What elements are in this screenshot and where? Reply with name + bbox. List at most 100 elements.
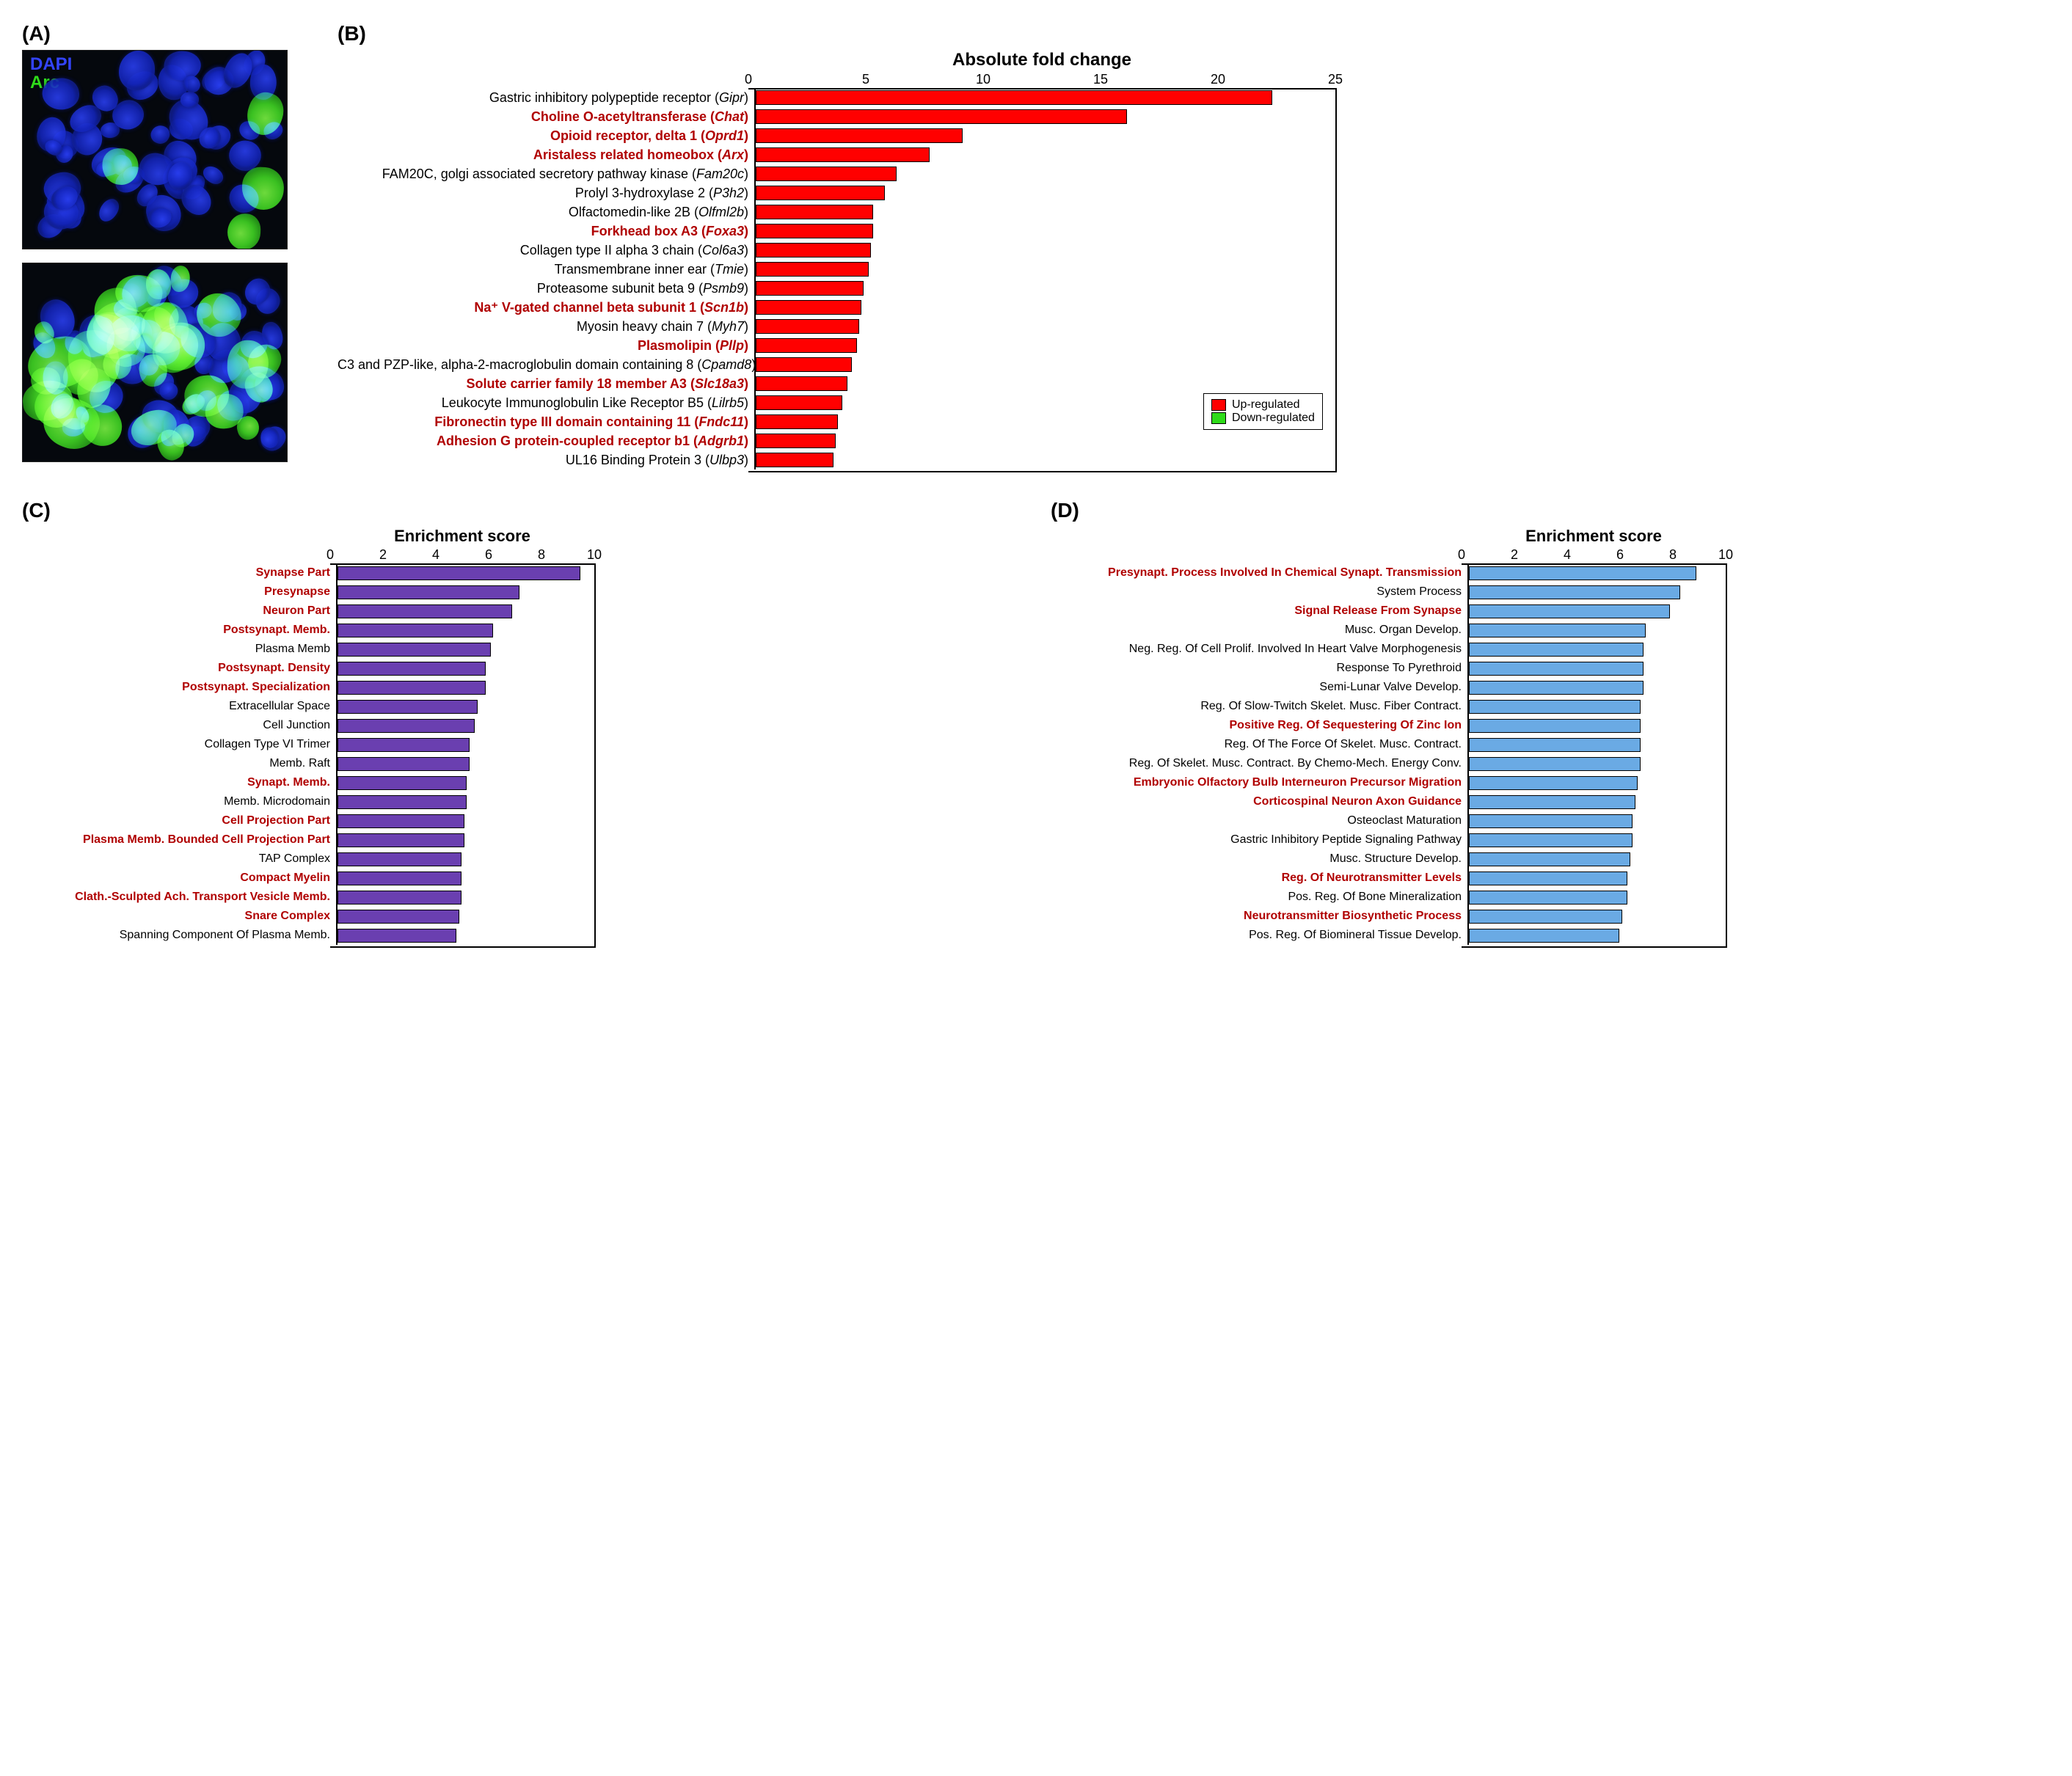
bar-label: Neg. Reg. Of Cell Prolif. Involved In He… [1051, 643, 1467, 656]
chart-row: Embryonic Olfactory Bulb Interneuron Pre… [1051, 773, 2050, 792]
panel-b: (B) Absolute fold change0510152025Gastri… [338, 22, 2050, 469]
bar-label: Opioid receptor, delta 1 (Oprd1) [338, 129, 754, 143]
micrograph-stack: DAPI Arc [22, 50, 308, 462]
bar [338, 891, 462, 905]
bar-label: Cell Junction [22, 720, 336, 732]
bar [1469, 585, 1680, 599]
chart-row: Proteasome subunit beta 9 (Psmb9) [338, 279, 2050, 298]
chart-row: Semi-Lunar Valve Develop. [1051, 678, 2050, 697]
bar-label: Snare Complex [22, 910, 336, 923]
chart-row: Synapse Part [22, 563, 1021, 582]
bar-label: Spanning Component Of Plasma Memb. [22, 929, 336, 942]
bar [338, 814, 464, 828]
chart-row: Corticospinal Neuron Axon Guidance [1051, 792, 2050, 811]
chart-d: Enrichment score0246810Presynapt. Proces… [1051, 527, 2050, 945]
chart-row: Reg. Of The Force Of Skelet. Musc. Contr… [1051, 735, 2050, 754]
bar-label: Neurotransmitter Biosynthetic Process [1051, 910, 1467, 923]
chart-title: Absolute fold change [748, 50, 1335, 70]
bar-label: Leukocyte Immunoglobulin Like Receptor B… [338, 396, 754, 410]
axis-tick-label: 2 [1511, 547, 1518, 563]
bar [338, 719, 475, 733]
bar [338, 852, 462, 866]
chart-row: Musc. Structure Develop. [1051, 849, 2050, 869]
bar-label: Musc. Organ Develop. [1051, 624, 1467, 637]
chart-row: Myosin heavy chain 7 (Myh7) [338, 317, 2050, 336]
bar [1469, 833, 1633, 847]
micrograph-bottom [22, 263, 288, 462]
chart-row: C3 and PZP-like, alpha-2-macroglobulin d… [338, 355, 2050, 374]
bar [756, 167, 897, 181]
chart-title: Enrichment score [1462, 527, 1726, 546]
bar-label: Clath.-Sculpted Ach. Transport Vesicle M… [22, 891, 336, 904]
axis-tick-label: 5 [862, 72, 869, 87]
bar [1469, 757, 1641, 771]
axis-tick-label: 0 [1458, 547, 1465, 563]
bar [1469, 719, 1641, 733]
bar [1469, 871, 1627, 885]
bar [1469, 776, 1638, 790]
bar [338, 929, 456, 943]
bar-label: Corticospinal Neuron Axon Guidance [1051, 796, 1467, 808]
bar [756, 186, 885, 200]
bar-label: Signal Release From Synapse [1051, 605, 1467, 618]
bar-label: Na⁺ V-gated channel beta subunit 1 (Scn1… [338, 301, 754, 315]
bar-label: Semi-Lunar Valve Develop. [1051, 681, 1467, 694]
legend-item: Down-regulated [1211, 412, 1315, 425]
chart-row: Prolyl 3-hydroxylase 2 (P3h2) [338, 183, 2050, 202]
bar-label: Olfactomedin-like 2B (Olfml2b) [338, 205, 754, 219]
bar-label: Reg. Of Slow-Twitch Skelet. Musc. Fiber … [1051, 701, 1467, 713]
bar [756, 147, 930, 162]
bar-label: Response To Pyrethroid [1051, 662, 1467, 675]
micrograph-top: DAPI Arc [22, 50, 288, 249]
bar [1469, 624, 1646, 637]
bar-label: Presynapt. Process Involved In Chemical … [1051, 567, 1467, 580]
chart-row: Synapt. Memb. [22, 773, 1021, 792]
panel-c: (C) Enrichment score0246810Synapse PartP… [22, 499, 1021, 945]
legend-swatch [1211, 412, 1226, 424]
bar-label: Postsynapt. Density [22, 662, 336, 675]
chart-row: Reg. Of Skelet. Musc. Contract. By Chemo… [1051, 754, 2050, 773]
bar-label: Plasmolipin (Pllp) [338, 339, 754, 353]
chart-row: Solute carrier family 18 member A3 (Slc1… [338, 374, 2050, 393]
bar-label: Fibronectin type III domain containing 1… [338, 415, 754, 429]
chart-c: Enrichment score0246810Synapse PartPresy… [22, 527, 1021, 945]
bar-label: Synapse Part [22, 567, 336, 580]
chart-row: Fibronectin type III domain containing 1… [338, 412, 2050, 431]
legend-item: Up-regulated [1211, 398, 1315, 412]
axis-tick-label: 10 [1718, 547, 1733, 563]
bar-label: Presynapse [22, 586, 336, 599]
bar [756, 243, 871, 257]
bar [1469, 891, 1627, 905]
bar [338, 738, 470, 752]
chart-row: System Process [1051, 582, 2050, 602]
chart-row: Presynapt. Process Involved In Chemical … [1051, 563, 2050, 582]
bar [338, 624, 493, 637]
chart-row: TAP Complex [22, 849, 1021, 869]
bar-label: Collagen type II alpha 3 chain (Col6a3) [338, 244, 754, 257]
bar-label: Pos. Reg. Of Bone Mineralization [1051, 891, 1467, 904]
axis-tick-label: 8 [538, 547, 545, 563]
chart-row: Collagen type II alpha 3 chain (Col6a3) [338, 241, 2050, 260]
bar-label: C3 and PZP-like, alpha-2-macroglobulin d… [338, 358, 754, 372]
bar [1469, 681, 1644, 695]
chart-title: Enrichment score [330, 527, 594, 546]
chart-legend: Up-regulatedDown-regulated [1203, 393, 1323, 430]
axis-tick-label: 25 [1328, 72, 1343, 87]
bar [1469, 662, 1644, 676]
bar [1469, 852, 1630, 866]
chart-row: Aristaless related homeobox (Arx) [338, 145, 2050, 164]
bar [338, 833, 464, 847]
bar [756, 414, 838, 429]
bar [756, 453, 833, 467]
axis-tick-label: 0 [327, 547, 334, 563]
bar-label: Compact Myelin [22, 872, 336, 885]
chart-row: Leukocyte Immunoglobulin Like Receptor B… [338, 393, 2050, 412]
bar [756, 224, 873, 238]
chart-row: Clath.-Sculpted Ach. Transport Vesicle M… [22, 888, 1021, 907]
axis-tick-label: 2 [379, 547, 387, 563]
bar [338, 910, 459, 924]
bar [756, 338, 857, 353]
chart-row: Neurotransmitter Biosynthetic Process [1051, 907, 2050, 926]
bar [756, 90, 1272, 105]
chart-row: Extracellular Space [22, 697, 1021, 716]
